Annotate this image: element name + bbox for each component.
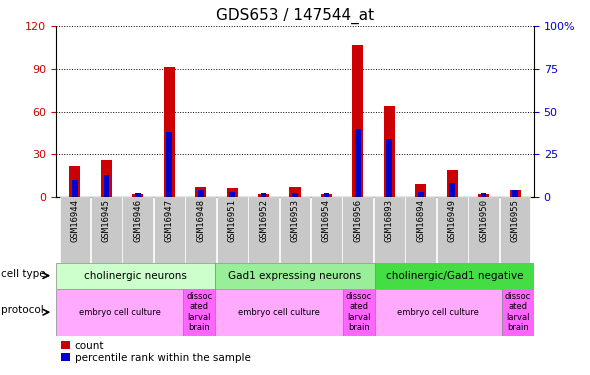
Legend: count, percentile rank within the sample: count, percentile rank within the sample [61,341,251,363]
Bar [91,197,122,262]
Bar [166,132,172,197]
Bar [355,129,360,197]
Bar [510,190,520,197]
Bar [195,187,206,197]
Title: GDS653 / 147544_at: GDS653 / 147544_at [216,7,374,24]
Bar [500,197,530,262]
Text: embryo cell culture: embryo cell culture [238,308,320,316]
Text: GSM16947: GSM16947 [165,199,173,242]
Text: GSM16950: GSM16950 [479,199,488,242]
Bar [215,289,343,336]
Bar [323,194,329,197]
Bar [311,197,342,262]
Bar [290,187,300,197]
Text: GSM16953: GSM16953 [290,199,300,242]
Text: protocol: protocol [1,305,44,315]
Bar [342,197,373,262]
Text: GSM16893: GSM16893 [385,199,394,242]
Bar [164,68,175,197]
Text: GSM16951: GSM16951 [228,199,237,242]
Bar [481,194,487,197]
Bar [154,197,185,262]
Bar [132,194,143,197]
Bar [101,160,112,197]
Text: embryo cell culture: embryo cell culture [79,308,160,316]
Bar [468,197,499,262]
Bar [502,289,534,336]
Text: GSM16894: GSM16894 [417,199,425,242]
Bar [375,262,534,289]
Bar [217,197,248,262]
Bar [56,262,215,289]
Bar [248,197,279,262]
Text: cell type: cell type [1,269,46,279]
Bar [343,289,375,336]
Bar [512,190,518,197]
Bar [215,262,375,289]
Bar [227,188,238,197]
Bar [103,175,109,197]
Bar [292,194,298,197]
Bar [386,139,392,197]
Bar [198,190,204,197]
Text: cholinergic/Gad1 negative: cholinergic/Gad1 negative [385,271,523,280]
Text: GSM16952: GSM16952 [259,199,268,242]
Bar [374,197,405,262]
Text: GSM16956: GSM16956 [353,199,362,242]
Text: cholinergic neurons: cholinergic neurons [84,271,187,280]
Text: GSM16946: GSM16946 [133,199,142,242]
Bar [70,166,80,197]
Bar [450,183,455,197]
Bar [261,194,267,197]
Bar [375,289,502,336]
Bar [185,197,216,262]
Text: Gad1 expressing neurons: Gad1 expressing neurons [228,271,362,280]
Bar [56,289,183,336]
Text: GSM16944: GSM16944 [70,199,80,242]
Text: GSM16954: GSM16954 [322,199,331,242]
Text: embryo cell culture: embryo cell culture [398,308,479,316]
Text: dissoc
ated
larval
brain: dissoc ated larval brain [505,292,531,332]
Bar [418,192,424,197]
Bar [415,184,426,197]
Text: dissoc
ated
larval
brain: dissoc ated larval brain [186,292,212,332]
Bar [384,106,395,197]
Text: GSM16955: GSM16955 [510,199,520,242]
Bar [72,180,78,197]
Bar [321,194,332,197]
Text: GSM16949: GSM16949 [448,199,457,242]
Bar [135,194,140,197]
Bar [352,45,363,197]
Bar [230,192,235,197]
Text: GSM16948: GSM16948 [196,199,205,242]
Text: GSM16945: GSM16945 [102,199,111,242]
Bar [258,194,269,197]
Bar [183,289,215,336]
Bar [447,170,458,197]
Bar [280,197,310,262]
Bar [478,194,489,197]
Bar [437,197,468,262]
Bar [405,197,436,262]
Text: dissoc
ated
larval
brain: dissoc ated larval brain [346,292,372,332]
Bar [60,197,90,262]
Bar [122,197,153,262]
